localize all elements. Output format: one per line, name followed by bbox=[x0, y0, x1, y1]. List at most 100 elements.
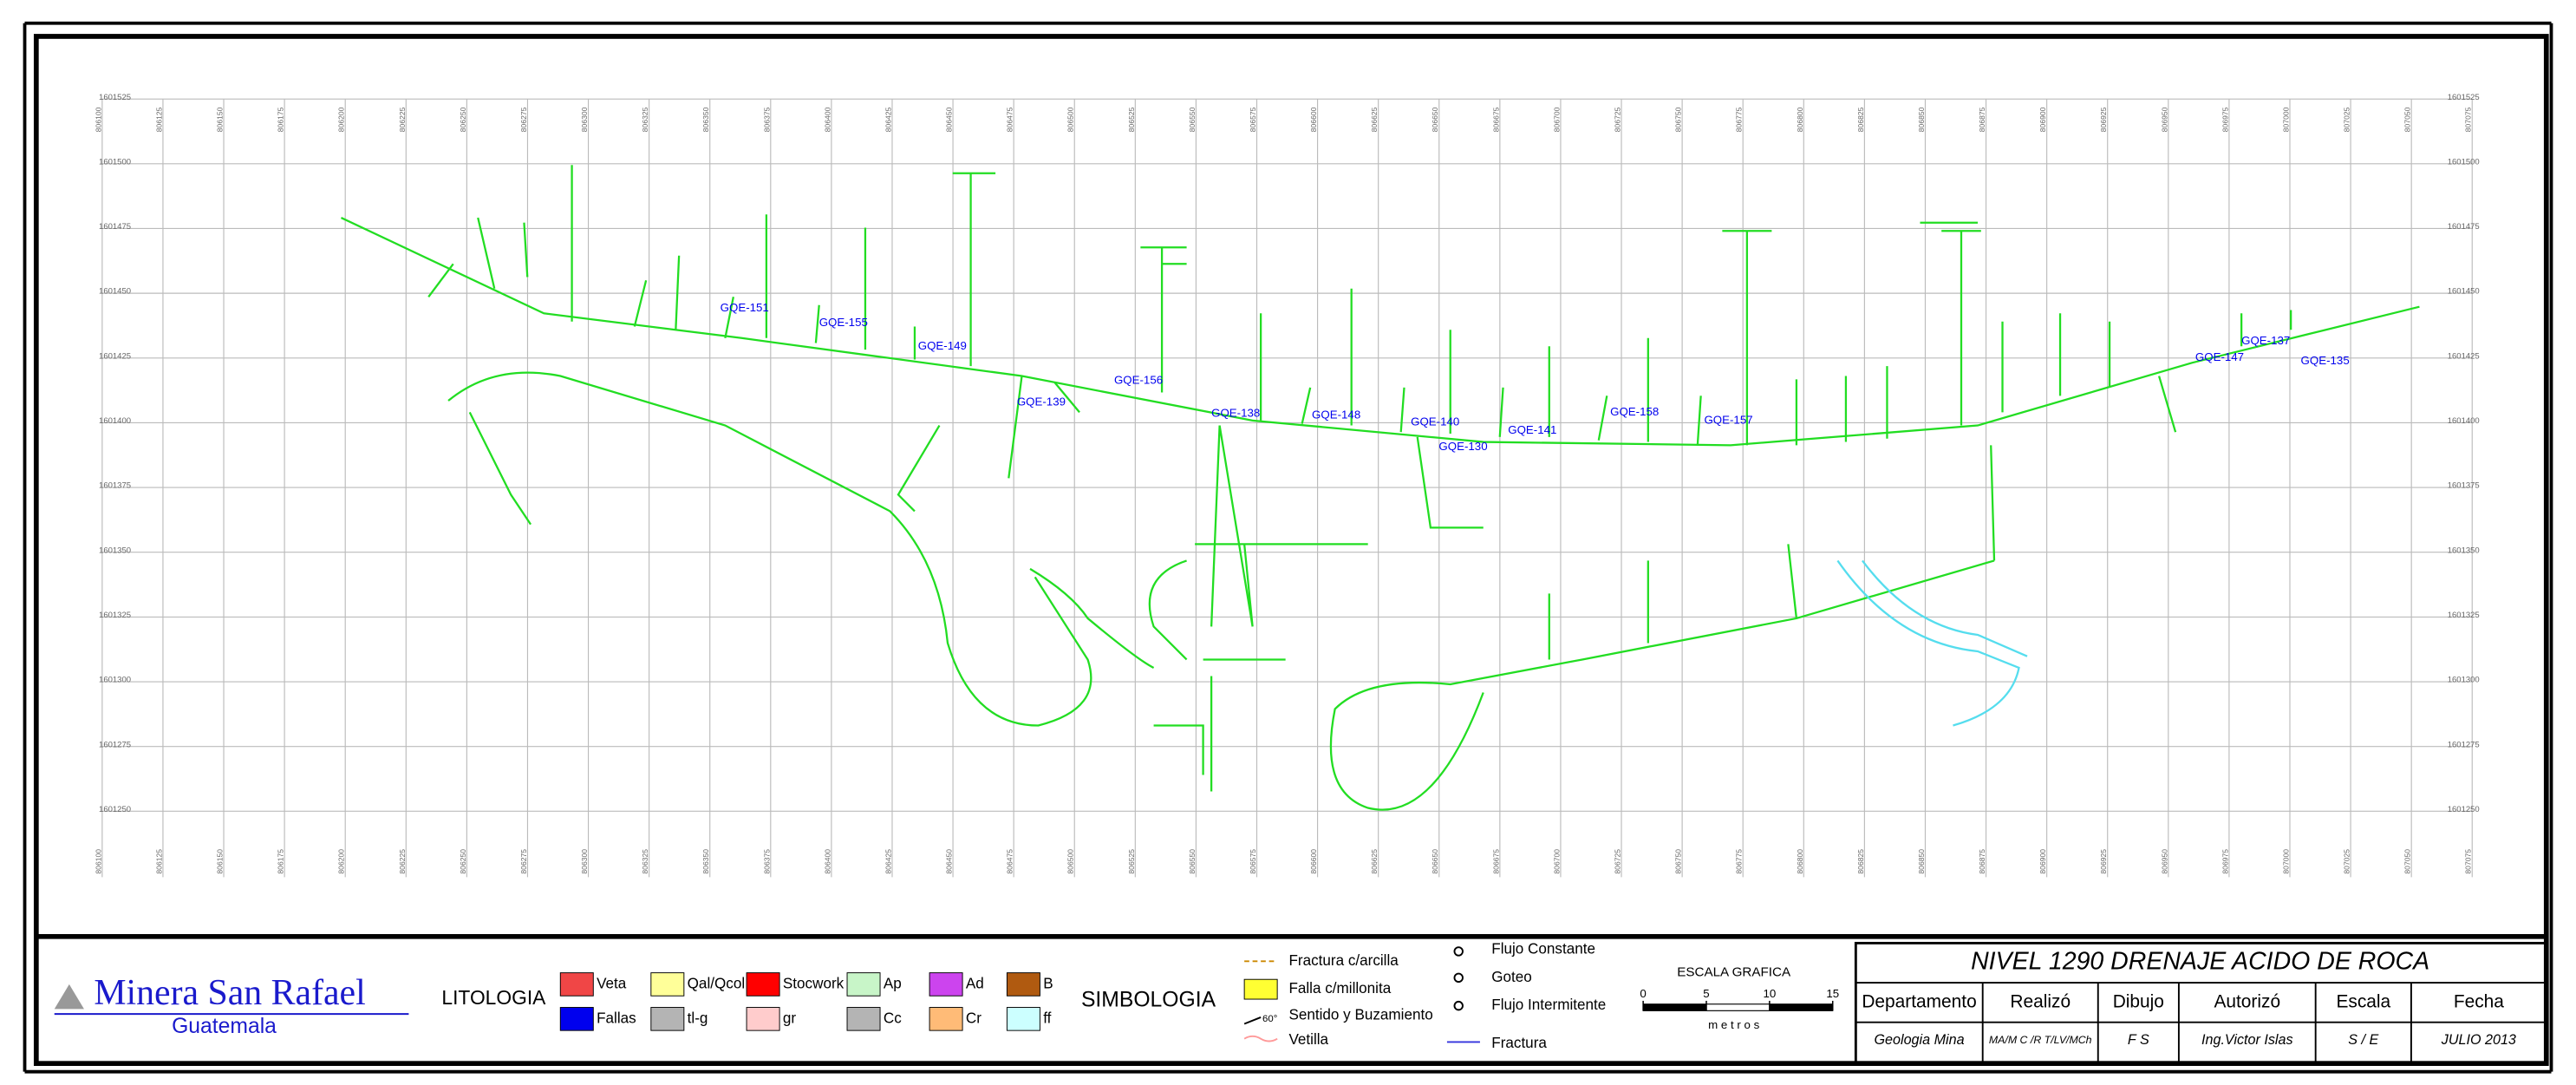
header-cell: Departamento bbox=[1862, 991, 1976, 1011]
grid-label: 806775 bbox=[1735, 107, 1744, 132]
sample-label: GQE-158 bbox=[1610, 405, 1659, 418]
value-cell: S / E bbox=[2348, 1032, 2378, 1048]
swatch bbox=[929, 1008, 962, 1031]
grid-label: 1601500 bbox=[2448, 157, 2480, 167]
lithology-label: Stocwork bbox=[783, 975, 845, 991]
grid-label: 806625 bbox=[1370, 107, 1379, 132]
grid-label: 806825 bbox=[1856, 849, 1865, 874]
value-cell: Ing.Victor Islas bbox=[2201, 1032, 2293, 1048]
lithology-label: B bbox=[1043, 975, 1053, 991]
swatch bbox=[651, 1008, 684, 1031]
swatch bbox=[747, 973, 779, 997]
grid-label: 806375 bbox=[762, 849, 771, 874]
sample-label: GQE-156 bbox=[1114, 374, 1163, 387]
grid-label: 1601525 bbox=[99, 93, 131, 102]
lithology-label: Cc bbox=[884, 1010, 902, 1026]
grid-label: 807075 bbox=[2464, 107, 2473, 132]
grid-label: 806700 bbox=[1552, 107, 1561, 132]
grid-label: 806275 bbox=[519, 849, 528, 874]
grid-label: 1601300 bbox=[2448, 676, 2480, 685]
grid-label: 806875 bbox=[1978, 849, 1986, 874]
symbol-label: Falla c/millonita bbox=[1288, 980, 1391, 997]
grid-label: 1601375 bbox=[2448, 481, 2480, 491]
grid-label: 806425 bbox=[884, 849, 892, 874]
sample-label: GQE-147 bbox=[2195, 350, 2244, 363]
grid-label: 806200 bbox=[337, 107, 346, 132]
grid-label: 1601525 bbox=[2448, 93, 2480, 102]
sample-label: GQE-149 bbox=[918, 339, 967, 352]
grid-label: 1601300 bbox=[99, 676, 131, 685]
sample-label: GQE-139 bbox=[1017, 395, 1066, 408]
grid-label: 1601450 bbox=[2448, 287, 2480, 297]
header-cell: Autorizó bbox=[2214, 991, 2280, 1011]
symbol-label: Sentido y Buzamiento bbox=[1288, 1007, 1432, 1023]
grid-label: 806950 bbox=[2160, 849, 2168, 874]
grid-label: 807025 bbox=[2343, 107, 2351, 132]
grid-label: 1601350 bbox=[2448, 546, 2480, 555]
grid-label: 806375 bbox=[762, 107, 771, 132]
grid-label: 806700 bbox=[1552, 849, 1561, 874]
sample-label: GQE-137 bbox=[2241, 334, 2290, 347]
grid-label: 1601500 bbox=[99, 157, 131, 167]
symbology-title: SIMBOLOGIA bbox=[1081, 988, 1216, 1011]
lithology-label: Ap bbox=[884, 975, 902, 991]
grid-label: 806525 bbox=[1127, 107, 1136, 132]
grid-label: 807050 bbox=[2403, 107, 2412, 132]
header-cell: Escala bbox=[2336, 991, 2390, 1011]
grid-label: 1601400 bbox=[2448, 416, 2480, 426]
lithology-label: Qal/Qcol bbox=[688, 975, 746, 991]
swatch bbox=[847, 973, 880, 997]
grid-label: 806575 bbox=[1249, 107, 1257, 132]
symbol bbox=[1244, 979, 1277, 999]
grid-label: 806725 bbox=[1613, 849, 1621, 874]
grid-label: 1601425 bbox=[2448, 351, 2480, 361]
grid-label: 806850 bbox=[1917, 849, 1926, 874]
grid-label: 806825 bbox=[1856, 107, 1865, 132]
grid-label: 806300 bbox=[580, 849, 589, 874]
grid-label: 806650 bbox=[1431, 849, 1439, 874]
background bbox=[0, 0, 2576, 1085]
lithology-label: Fallas bbox=[597, 1010, 636, 1026]
grid-label: 806150 bbox=[215, 849, 224, 874]
grid-label: 806875 bbox=[1978, 107, 1986, 132]
symbol-label: Vetilla bbox=[1288, 1031, 1328, 1048]
grid-label: 806225 bbox=[398, 107, 407, 132]
grid-label: 806325 bbox=[641, 107, 649, 132]
grid-label: 806350 bbox=[701, 849, 710, 874]
scale-label: 10 bbox=[1763, 987, 1776, 1000]
scale-title: ESCALA GRAFICA bbox=[1677, 965, 1791, 980]
header-cell: Realizó bbox=[2010, 991, 2071, 1011]
grid-label: 806125 bbox=[154, 849, 163, 874]
grid-label: 806450 bbox=[945, 849, 954, 874]
grid-label: 1601325 bbox=[99, 611, 131, 620]
sample-label: GQE-155 bbox=[819, 316, 868, 329]
logo-country: Guatemala bbox=[172, 1015, 277, 1038]
sample-label: GQE-130 bbox=[1438, 440, 1487, 453]
grid-label: 806400 bbox=[823, 107, 831, 132]
grid-label: 806500 bbox=[1066, 849, 1075, 874]
grid-label: 806175 bbox=[277, 849, 285, 874]
symbol-label: Fractura bbox=[1491, 1035, 1547, 1051]
swatch bbox=[847, 1008, 880, 1031]
sample-label: GQE-140 bbox=[1411, 415, 1459, 428]
symbol-label: Fractura c/arcilla bbox=[1288, 952, 1399, 969]
grid-label: 1601250 bbox=[99, 805, 131, 814]
sample-label: GQE-157 bbox=[1704, 413, 1752, 426]
grid-label: 1601475 bbox=[2448, 222, 2480, 232]
scale-label: 0 bbox=[1640, 987, 1646, 1000]
lithology-title: LITOLOGIA bbox=[441, 986, 546, 1009]
header-cell: Dibujo bbox=[2113, 991, 2164, 1011]
grid-label: 1601375 bbox=[99, 481, 131, 491]
lithology-label: Cr bbox=[966, 1010, 981, 1026]
scale-fill bbox=[1770, 1004, 1833, 1011]
value-cell: MA/M C /R T/LV/MCh bbox=[1989, 1034, 2092, 1046]
grid-label: 806100 bbox=[94, 849, 102, 874]
grid-label: 806250 bbox=[459, 107, 467, 132]
grid-label: 806250 bbox=[459, 849, 467, 874]
grid-label: 807025 bbox=[2343, 849, 2351, 874]
grid-label: 806900 bbox=[2038, 107, 2047, 132]
grid-label: 806100 bbox=[94, 107, 102, 132]
lithology-label: tl-g bbox=[688, 1010, 708, 1026]
grid-label: 806600 bbox=[1309, 849, 1318, 874]
grid-label: 1601450 bbox=[99, 287, 131, 297]
